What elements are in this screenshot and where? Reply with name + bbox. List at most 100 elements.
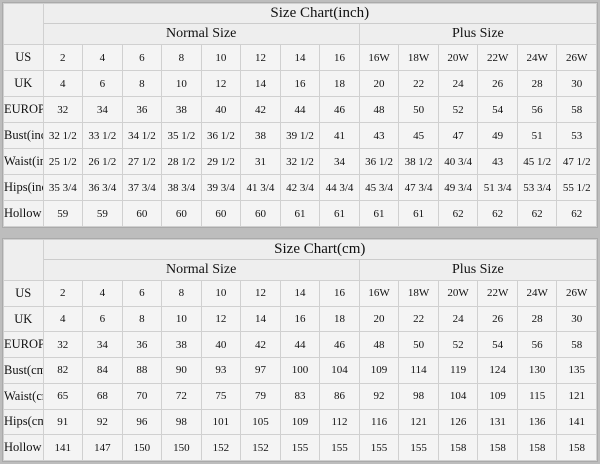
- size-value-cell: 48: [358, 96, 400, 123]
- size-chart-cm: Size Chart(cm) Normal Size Plus Size US 2 4 6 8…: [2, 238, 598, 462]
- size-value-cell: 14: [279, 44, 321, 71]
- size-value-cell: 22W: [477, 44, 518, 71]
- size-value-cell: 61: [358, 200, 400, 227]
- size-value-cell: 62: [556, 200, 597, 227]
- size-value-cell: 65: [42, 382, 84, 410]
- size-value-cell: 131: [477, 408, 518, 436]
- size-value-cell: 101: [200, 408, 242, 436]
- size-value-cell: 60: [240, 200, 281, 227]
- size-chart-inch: Size Chart(inch) Normal Size Plus Size US 2 4…: [2, 2, 598, 228]
- size-value-cell: 32: [42, 96, 84, 123]
- size-value-cell: 43: [477, 148, 518, 175]
- size-value-cell: 24W: [516, 280, 558, 307]
- size-value-cell: 58: [556, 331, 597, 359]
- size-value-cell: 49: [477, 122, 518, 149]
- size-value-cell: 109: [477, 382, 518, 410]
- size-value-cell: 44 3/4: [319, 174, 360, 201]
- size-value-cell: 10: [161, 70, 202, 97]
- size-value-cell: 26 1/2: [82, 148, 123, 175]
- size-value-cell: 59: [82, 200, 123, 227]
- size-value-cell: 97: [240, 357, 281, 384]
- size-value-cell: 98: [398, 382, 439, 410]
- size-value-cell: 61: [398, 200, 439, 227]
- size-value-cell: 10: [161, 305, 202, 333]
- size-value-cell: 20W: [437, 280, 479, 307]
- size-value-cell: 33 1/2: [82, 122, 123, 149]
- size-value-cell: 24W: [516, 44, 558, 71]
- size-value-cell: 18: [319, 70, 360, 97]
- size-value-cell: 29 1/2: [200, 148, 242, 175]
- size-value-cell: 6: [121, 44, 163, 71]
- size-value-cell: 26W: [556, 44, 597, 71]
- corner-cell: [3, 3, 44, 45]
- size-value-cell: 52: [437, 331, 479, 359]
- size-value-cell: 105: [240, 408, 281, 436]
- size-value-cell: 92: [358, 382, 400, 410]
- size-value-cell: 44: [279, 96, 321, 123]
- row-label: Bust(cm): [3, 357, 44, 384]
- size-value-cell: 22: [398, 305, 439, 333]
- size-value-cell: 12: [200, 305, 242, 333]
- size-value-cell: 24: [437, 305, 479, 333]
- size-value-cell: 18W: [398, 44, 439, 71]
- row-label: Waist(cm): [3, 382, 44, 410]
- size-value-cell: 6: [82, 305, 123, 333]
- size-value-cell: 30: [556, 70, 597, 97]
- size-value-cell: 155: [398, 434, 439, 461]
- size-value-cell: 12: [240, 44, 281, 71]
- corner-cell: [3, 239, 44, 281]
- size-value-cell: 141: [42, 434, 84, 461]
- size-value-cell: 147: [82, 434, 123, 461]
- size-value-cell: 38 1/2: [398, 148, 439, 175]
- size-value-cell: 152: [240, 434, 281, 461]
- size-value-cell: 130: [516, 357, 558, 384]
- size-value-cell: 49 3/4: [437, 174, 479, 201]
- size-value-cell: 28 1/2: [161, 148, 202, 175]
- table-row: UK 4 6 8 10 12 14 16 18 20 22 24 26 28 30: [3, 70, 597, 97]
- size-value-cell: 16W: [358, 44, 400, 71]
- size-value-cell: 112: [319, 408, 360, 436]
- size-value-cell: 84: [82, 357, 123, 384]
- size-value-cell: 30: [556, 305, 597, 333]
- size-value-cell: 62: [477, 200, 518, 227]
- size-value-cell: 50: [398, 96, 439, 123]
- size-value-cell: 28: [516, 305, 558, 333]
- size-value-cell: 60: [121, 200, 163, 227]
- size-value-cell: 36 3/4: [82, 174, 123, 201]
- size-value-cell: 126: [437, 408, 479, 436]
- size-value-cell: 83: [279, 382, 321, 410]
- size-value-cell: 53: [556, 122, 597, 149]
- table-row: Waist(inch)25 1/226 1/227 1/228 1/229 1/…: [3, 148, 597, 175]
- size-table: Size Chart(inch) Normal Size Plus Size US 2 4…: [3, 3, 598, 227]
- size-value-cell: 136: [516, 408, 558, 436]
- size-value-cell: 115: [516, 382, 558, 410]
- row-label: Hollow to Floor(inch): [3, 200, 44, 227]
- row-label: Waist(inch): [3, 148, 44, 175]
- size-value-cell: 109: [358, 357, 400, 384]
- size-value-cell: 25 1/2: [42, 148, 84, 175]
- table-row: Waist(cm)6568707275798386929810410911512…: [3, 382, 597, 410]
- row-label: UK: [3, 70, 44, 97]
- size-value-cell: 14: [240, 70, 281, 97]
- size-value-cell: 50: [398, 331, 439, 359]
- size-value-cell: 12: [240, 280, 281, 307]
- size-value-cell: 124: [477, 357, 518, 384]
- size-value-cell: 70: [121, 382, 163, 410]
- size-value-cell: 16: [279, 305, 321, 333]
- size-value-cell: 10: [200, 44, 242, 71]
- size-value-cell: 59: [42, 200, 84, 227]
- size-value-cell: 62: [516, 200, 558, 227]
- size-value-cell: 39 1/2: [279, 122, 321, 149]
- row-label: Bust(inch): [3, 122, 44, 149]
- table-row: Hollow to Floor(cm)141147150150152152155…: [3, 434, 597, 461]
- size-value-cell: 44: [279, 331, 321, 359]
- size-value-cell: 20W: [437, 44, 479, 71]
- size-value-cell: 158: [516, 434, 558, 461]
- size-value-cell: 86: [319, 382, 360, 410]
- table-title: Size Chart(cm): [42, 239, 598, 260]
- table-row: US 2 4 6 8 10 12 14 16 16W 18W 20W 22W 24W 26W: [3, 44, 597, 71]
- size-value-cell: 16: [319, 280, 360, 307]
- size-value-cell: 45 3/4: [358, 174, 400, 201]
- size-value-cell: 42: [240, 96, 281, 123]
- size-value-cell: 12: [200, 70, 242, 97]
